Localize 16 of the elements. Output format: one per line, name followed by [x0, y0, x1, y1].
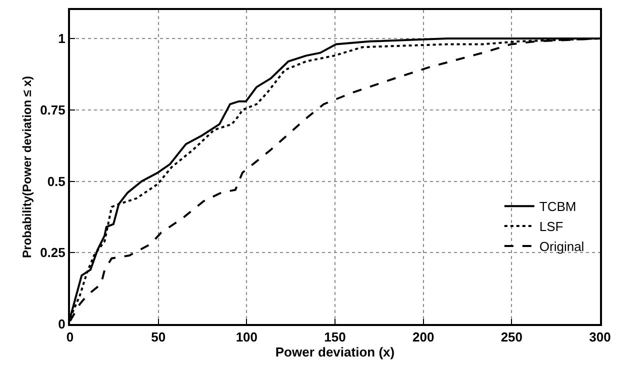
- x-tick-label: 100: [236, 330, 258, 345]
- x-tick-label: 200: [412, 330, 434, 345]
- y-tick-label: 0.25: [40, 245, 66, 260]
- legend-label: LSF: [539, 219, 564, 234]
- legend-label: Original: [539, 239, 584, 254]
- x-tick-label: 300: [589, 330, 611, 345]
- y-tick-label: 1: [58, 31, 66, 46]
- y-tick-label: 0: [58, 316, 66, 332]
- x-tick-label: 50: [151, 330, 166, 345]
- legend-label: TCBM: [539, 199, 576, 214]
- x-axis-title: Power deviation (x): [275, 344, 395, 360]
- y-tick-label: 0.75: [40, 102, 66, 118]
- y-tick-label: 0.5: [47, 174, 66, 189]
- x-tick-label: 250: [500, 330, 523, 345]
- y-axis-title: Probability(Power deviation ≤ x): [20, 76, 34, 258]
- x-tick-label: 150: [324, 330, 346, 345]
